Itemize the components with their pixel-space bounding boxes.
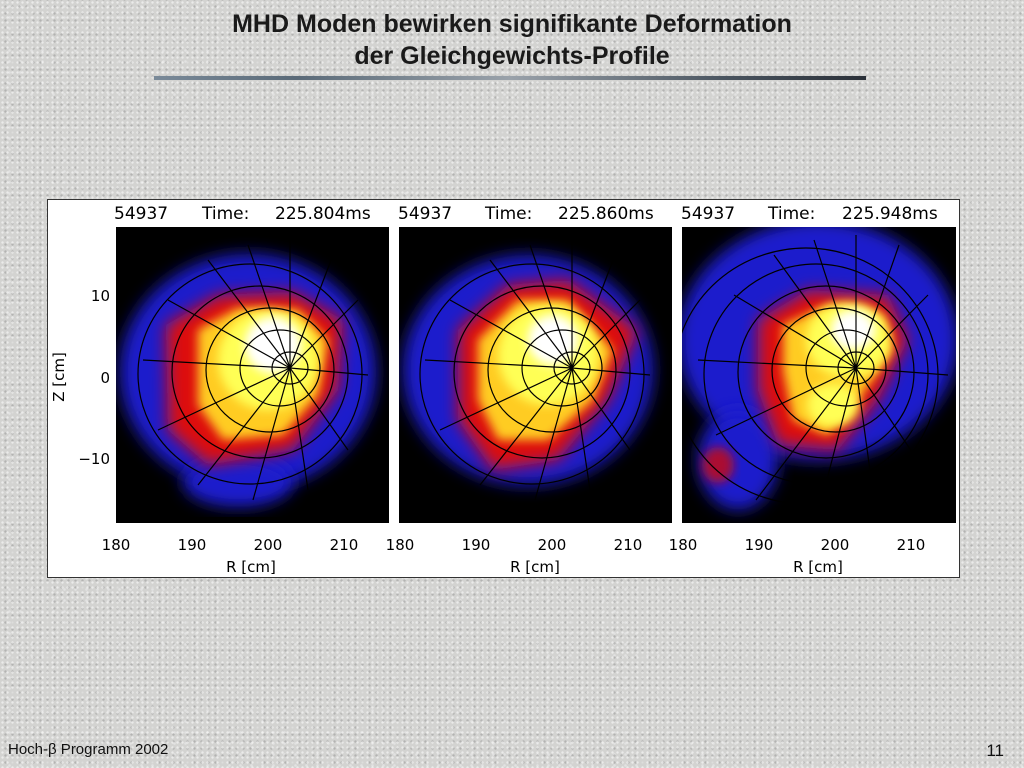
x-axis-label-panel3: R [cm] (793, 558, 843, 576)
tomography-svg: 54937 Time: 225.804ms 54937 Time: 225.86… (50, 204, 956, 576)
x-tick-180-panel1: 180 (102, 536, 131, 554)
x-tick-190-panel3: 190 (745, 536, 774, 554)
panel-1-time-value: 225.804ms (275, 204, 371, 224)
panel-1-shot: 54937 (114, 204, 168, 224)
panel-2-time-label: Time: (484, 204, 532, 224)
title-divider (154, 76, 866, 80)
panel-2-shot: 54937 (398, 204, 452, 224)
x-tick-200-panel2: 200 (538, 536, 567, 554)
tomography-figure: 54937 Time: 225.804ms 54937 Time: 225.86… (47, 199, 960, 578)
x-tick-180-panel2: 180 (386, 536, 415, 554)
x-tick-200-panel1: 200 (254, 536, 283, 554)
x-tick-210-panel3: 210 (897, 536, 926, 554)
plot-panel-1 (116, 227, 389, 523)
x-axis-label-panel1: R [cm] (226, 558, 276, 576)
panel-1-time-label: Time: (201, 204, 249, 224)
x-axis-label-panel2: R [cm] (510, 558, 560, 576)
x-tick-210-panel1: 210 (330, 536, 359, 554)
plot-panel-2 (399, 227, 672, 523)
panel-3-time-label: Time: (767, 204, 815, 224)
panel-2-time-value: 225.860ms (558, 204, 654, 224)
y-tick-0: 0 (100, 369, 110, 387)
x-tick-210-panel2: 210 (614, 536, 643, 554)
flux-grid-2 (419, 240, 651, 501)
x-tick-190-panel1: 190 (178, 536, 207, 554)
page-number: 11 (986, 741, 1004, 760)
y-tick-minus-10: −10 (78, 450, 110, 468)
flux-grid-3 (682, 235, 949, 511)
x-tick-180-panel3: 180 (669, 536, 698, 554)
slide-title-line-2: der Gleichgewichts-Profile (354, 42, 670, 70)
emission-blue-tail-3 (698, 410, 778, 510)
footer-program-label: Hoch-β Programm 2002 (8, 741, 169, 758)
y-axis-label: Z [cm] (50, 352, 68, 402)
flux-grid-1 (137, 240, 369, 501)
emission-blue-tail-1 (183, 457, 293, 507)
emission-red-spot-3 (702, 447, 734, 483)
panel-3-shot: 54937 (681, 204, 735, 224)
plot-panel-3 (682, 227, 956, 523)
x-tick-190-panel2: 190 (462, 536, 491, 554)
x-tick-200-panel3: 200 (821, 536, 850, 554)
emission-yellow-lower-3 (807, 383, 859, 427)
y-tick-10: 10 (91, 287, 110, 305)
panel-3-time-value: 225.948ms (842, 204, 938, 224)
slide-title: MHD Moden bewirken signifikante Deformat… (0, 8, 1024, 72)
slide-title-line-1: MHD Moden bewirken signifikante Deformat… (232, 10, 792, 38)
